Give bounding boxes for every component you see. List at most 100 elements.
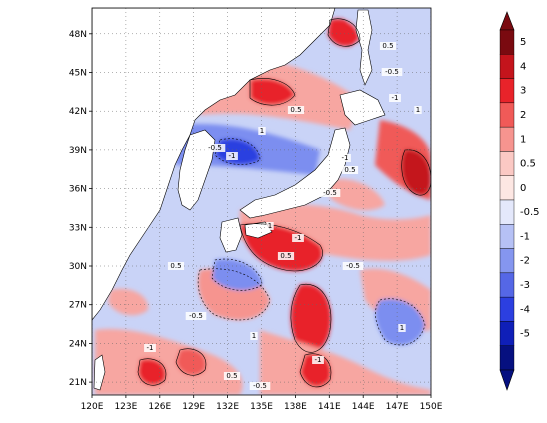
contour-label-bg [379, 42, 397, 50]
colorbar-label: 2 [520, 110, 526, 121]
contour-label: 0.5 [344, 166, 355, 174]
contour-label-bg [144, 344, 156, 352]
lon-tick-label: 141E [318, 402, 341, 412]
contour-label: 0.5 [170, 262, 181, 270]
contour-label: 1 [252, 332, 256, 340]
colorbar-label: 1 [520, 134, 526, 145]
lon-tick-label: 132E [216, 402, 239, 412]
contour-label: 1 [400, 324, 404, 332]
contour-label-bg [266, 222, 274, 230]
lon-tick-label: 147E [386, 402, 409, 412]
contour-label-bg [398, 324, 406, 332]
contour-label: -1 [295, 234, 302, 242]
contour-label: 1 [260, 127, 264, 135]
colorbar: 5 4 3 2 1 0.5 0 -0.5 -1 -2 -3 -4 -5 [499, 11, 540, 391]
contour-label-bg [185, 312, 207, 320]
contour-label: -1 [392, 94, 399, 102]
lon-tick-label: 138E [284, 402, 307, 412]
latitude-axis: 48N 45N 42N 39N 36N 33N 30N 27N 24N 21N [69, 30, 92, 388]
contour-label: 1 [416, 106, 420, 114]
longitude-axis: 120E 123E 126E 129E 132E 135E 138E 141E 144E 147E… [81, 395, 443, 412]
lat-tick-label: 39N [69, 146, 87, 156]
colorbar-max-arrow [499, 11, 515, 31]
contour-label-bg [312, 356, 324, 364]
contour-label-bg [167, 262, 185, 270]
contour-label-bg [287, 106, 305, 114]
colorbar-bin [499, 54, 515, 79]
colorbar-bin [499, 126, 515, 152]
colorbar-bin [499, 321, 515, 346]
lon-tick-label: 126E [148, 402, 171, 412]
contour-label: -0.5 [189, 312, 203, 320]
colorbar-bin [499, 29, 515, 55]
contour-label-bg [250, 332, 258, 340]
colorbar-bin [499, 199, 515, 225]
colorbar-label: 5 [520, 37, 526, 48]
lon-tick-label: 144E [352, 402, 375, 412]
contour-label: 0.5 [280, 252, 291, 260]
contour-label: -1 [315, 356, 322, 364]
contour-label-bg [249, 382, 271, 390]
contour-label-bg [414, 106, 422, 114]
lat-tick-label: 36N [69, 185, 87, 195]
contour-label-bg [204, 144, 226, 152]
lat-tick-label: 45N [69, 69, 87, 79]
colorbar-bin [499, 78, 515, 104]
colorbar-label: 3 [520, 86, 526, 97]
colorbar-label: -4 [520, 304, 530, 315]
contour-label-bg [389, 94, 401, 102]
contour-label-bg [292, 234, 304, 242]
colorbar-bin [499, 102, 515, 128]
colorbar-min-arrow [499, 369, 515, 391]
contour-label-bg [226, 152, 238, 160]
colorbar-label: -5 [520, 329, 530, 340]
colorbar-bin [499, 248, 515, 274]
contour-label-bg [223, 372, 241, 380]
contour-labels: 0.5 -0.5 -1 1 0.5 -0.5 -1 1 -1 0.5 -0.5 1 -1 0.5 -0.5 0… [144, 42, 422, 390]
colorbar-bin [499, 224, 515, 249]
contour-label: -0.5 [323, 189, 337, 197]
lon-tick-label: 120E [81, 402, 104, 412]
colorbar-bin [499, 272, 515, 298]
colorbar-label: -3 [520, 280, 530, 291]
contour-label: -0.5 [346, 262, 360, 270]
contour-label: 0.5 [226, 372, 237, 380]
lon-tick-label: 123E [114, 402, 137, 412]
colorbar-label: 0.5 [520, 159, 536, 170]
colorbar-label: 4 [520, 61, 526, 72]
contour-label: -1 [229, 152, 236, 160]
contour-label: -1 [342, 154, 349, 162]
contour-label-bg [381, 68, 403, 76]
colorbar-label: 0 [520, 183, 526, 194]
lat-tick-label: 48N [69, 30, 87, 40]
colorbar-bin [499, 345, 515, 371]
lat-tick-label: 21N [69, 378, 87, 388]
colorbar-label: -2 [520, 256, 530, 267]
colorbar-label: -1 [520, 231, 530, 242]
lat-tick-label: 33N [69, 223, 87, 233]
lat-tick-label: 27N [69, 301, 87, 311]
lon-tick-label: 150E [420, 402, 443, 412]
contour-label: -0.5 [385, 68, 399, 76]
anomaly-field: 0.5 -0.5 -1 1 0.5 -0.5 -1 1 -1 0.5 -0.5 1 -1 0.5 -0.5 0… [92, 8, 431, 395]
contour-label: -0.5 [253, 382, 267, 390]
contour-label: -0.5 [208, 144, 222, 152]
contour-label: -1 [147, 344, 154, 352]
lon-tick-label: 129E [182, 402, 205, 412]
colorbar-bin [499, 175, 515, 201]
contour-label-bg [342, 262, 364, 270]
colorbar-bin [499, 296, 515, 322]
contour-label: 1 [268, 222, 272, 230]
contour-label-bg [319, 189, 341, 197]
contour-label: 0.5 [290, 106, 301, 114]
lat-tick-label: 24N [69, 339, 87, 349]
lat-tick-label: 30N [69, 262, 87, 272]
contour-label-bg [341, 166, 359, 174]
contour-label-bg [339, 154, 351, 162]
contour-label: 0.5 [382, 42, 393, 50]
colorbar-label: -0.5 [520, 207, 540, 218]
contour-label-bg [258, 127, 266, 135]
lat-tick-label: 42N [69, 107, 87, 117]
colorbar-bin [499, 151, 515, 176]
